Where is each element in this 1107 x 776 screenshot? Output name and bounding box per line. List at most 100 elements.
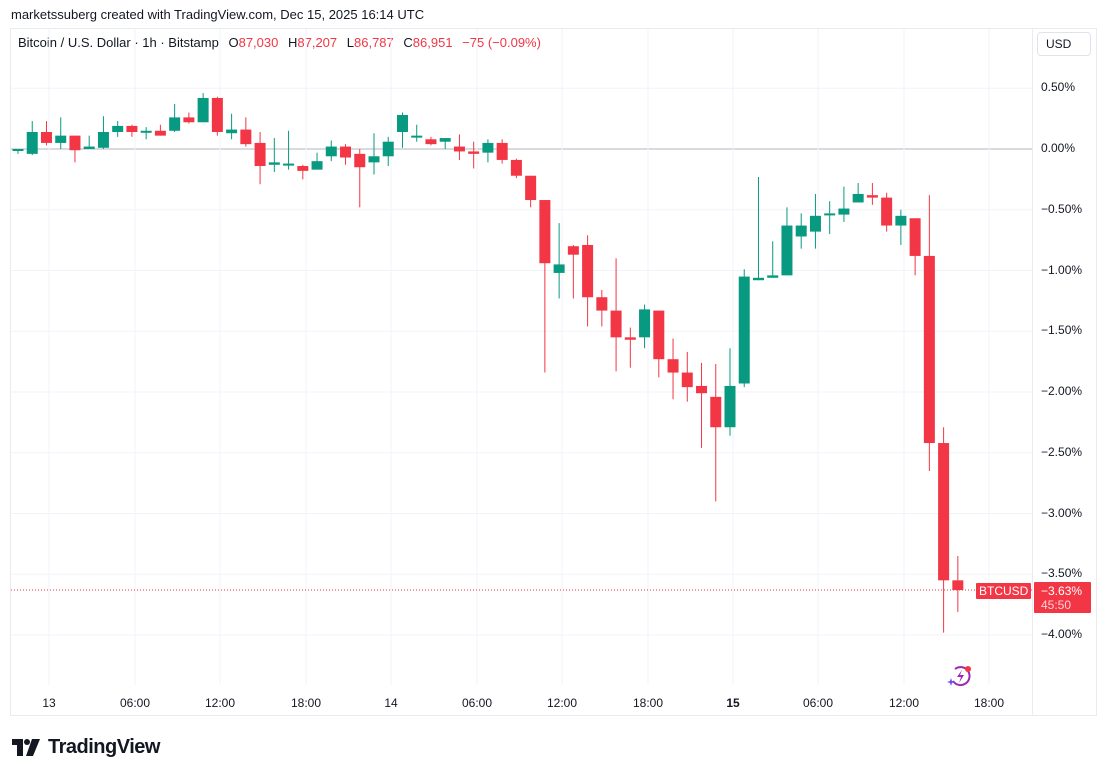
candle[interactable] bbox=[311, 152, 323, 170]
symbol-title[interactable]: Bitcoin / U.S. Dollar · 1h · Bitstamp bbox=[18, 35, 219, 50]
candle[interactable] bbox=[69, 135, 81, 163]
candle[interactable] bbox=[510, 158, 522, 179]
candle[interactable] bbox=[696, 362, 708, 448]
candle[interactable] bbox=[710, 364, 722, 502]
candle[interactable] bbox=[83, 135, 95, 149]
candle[interactable] bbox=[382, 136, 394, 167]
candle[interactable] bbox=[539, 200, 551, 373]
time-axis-label: 14 bbox=[384, 696, 398, 710]
price-axis-divider bbox=[1032, 28, 1033, 716]
candle[interactable] bbox=[183, 112, 195, 124]
candle[interactable] bbox=[653, 310, 665, 378]
candle[interactable] bbox=[268, 138, 280, 173]
candle[interactable] bbox=[496, 139, 508, 164]
price-axis-label: −2.50% bbox=[1041, 444, 1083, 459]
candlestick-plot[interactable] bbox=[11, 29, 1032, 715]
candle[interactable] bbox=[667, 338, 679, 400]
candle[interactable] bbox=[752, 176, 764, 281]
candle[interactable] bbox=[368, 133, 380, 175]
currency-button[interactable]: USD bbox=[1037, 32, 1091, 56]
candle[interactable] bbox=[582, 235, 594, 327]
candle[interactable] bbox=[938, 427, 950, 633]
candle[interactable] bbox=[154, 124, 166, 136]
candle[interactable] bbox=[738, 269, 750, 388]
candle[interactable] bbox=[781, 207, 793, 276]
candle[interactable] bbox=[610, 258, 622, 372]
price-axis-label: −1.50% bbox=[1041, 323, 1083, 338]
candle[interactable] bbox=[453, 134, 465, 160]
candle[interactable] bbox=[838, 186, 850, 222]
candle[interactable] bbox=[40, 121, 52, 146]
candle[interactable] bbox=[952, 556, 964, 612]
price-axis-label: −0.50% bbox=[1041, 201, 1083, 216]
candle[interactable] bbox=[724, 348, 736, 436]
symbol-price-tag: BTCUSD bbox=[976, 583, 1032, 599]
price-axis-label: −4.00% bbox=[1041, 627, 1083, 641]
time-axis-label: 18:00 bbox=[973, 696, 1005, 710]
bar-countdown: 45:50 bbox=[1041, 598, 1072, 612]
candle[interactable] bbox=[639, 304, 651, 349]
candle[interactable] bbox=[297, 164, 309, 180]
candle[interactable] bbox=[140, 127, 152, 140]
last-price-value: −3.63% bbox=[1041, 584, 1083, 598]
candle[interactable] bbox=[881, 192, 893, 232]
time-axis-label: 12:00 bbox=[546, 696, 578, 710]
candle[interactable] bbox=[411, 124, 423, 142]
time-axis-label: 12:00 bbox=[888, 696, 920, 710]
low-value: 86,787 bbox=[354, 35, 394, 50]
candle[interactable] bbox=[824, 201, 836, 235]
candle[interactable] bbox=[809, 193, 821, 249]
candle[interactable] bbox=[340, 144, 352, 165]
candle[interactable] bbox=[482, 139, 494, 163]
candle[interactable] bbox=[795, 213, 807, 249]
tradingview-logo[interactable]: TradingView bbox=[12, 736, 160, 759]
candle[interactable] bbox=[55, 117, 67, 149]
candle[interactable] bbox=[468, 141, 480, 169]
candle[interactable] bbox=[681, 351, 693, 402]
candle[interactable] bbox=[26, 121, 38, 156]
candle[interactable] bbox=[567, 244, 579, 299]
candle[interactable] bbox=[767, 241, 779, 278]
candle[interactable] bbox=[112, 121, 124, 137]
price-axis-label: −1.00% bbox=[1041, 262, 1083, 277]
candle[interactable] bbox=[97, 116, 109, 149]
open-label: O bbox=[228, 35, 239, 50]
price-axis-label: 0.00% bbox=[1041, 141, 1076, 155]
candle[interactable] bbox=[525, 175, 537, 208]
candle[interactable] bbox=[596, 289, 608, 327]
candle[interactable] bbox=[439, 138, 451, 149]
last-price-tag: −3.63% 45:50 bbox=[1034, 582, 1091, 613]
time-axis-label: 18:00 bbox=[290, 696, 322, 710]
candle[interactable] bbox=[895, 209, 907, 245]
candle[interactable] bbox=[852, 183, 864, 203]
candle[interactable] bbox=[425, 136, 437, 146]
candle[interactable] bbox=[923, 195, 935, 471]
candle[interactable] bbox=[866, 183, 878, 205]
lightning-alert-icon[interactable] bbox=[947, 664, 973, 688]
candle[interactable] bbox=[396, 112, 408, 148]
time-axis-label: 18:00 bbox=[632, 696, 664, 710]
candle[interactable] bbox=[909, 218, 921, 276]
candle[interactable] bbox=[211, 96, 223, 136]
chart-frame bbox=[10, 28, 1097, 716]
candle[interactable] bbox=[283, 130, 295, 170]
candle[interactable] bbox=[12, 149, 24, 154]
time-axis-label: 15 bbox=[726, 696, 740, 710]
candle[interactable] bbox=[126, 124, 138, 137]
high-label: H bbox=[287, 35, 298, 50]
close-value: 86,951 bbox=[412, 35, 453, 50]
candle[interactable] bbox=[240, 117, 252, 147]
open-value: 87,030 bbox=[238, 35, 279, 50]
candle[interactable] bbox=[354, 149, 366, 208]
price-axis-label: −3.00% bbox=[1041, 505, 1083, 520]
candle[interactable] bbox=[325, 140, 337, 162]
candle[interactable] bbox=[197, 93, 209, 123]
symbol-legend: Bitcoin / U.S. Dollar · 1h · Bitstamp O8… bbox=[18, 35, 541, 50]
candle[interactable] bbox=[226, 113, 238, 140]
candle[interactable] bbox=[169, 104, 181, 132]
tradingview-logo-text: TradingView bbox=[48, 736, 160, 758]
candle[interactable] bbox=[624, 327, 636, 368]
candle[interactable] bbox=[553, 223, 565, 299]
candle[interactable] bbox=[254, 131, 266, 185]
time-axis-label: 06:00 bbox=[119, 696, 151, 710]
